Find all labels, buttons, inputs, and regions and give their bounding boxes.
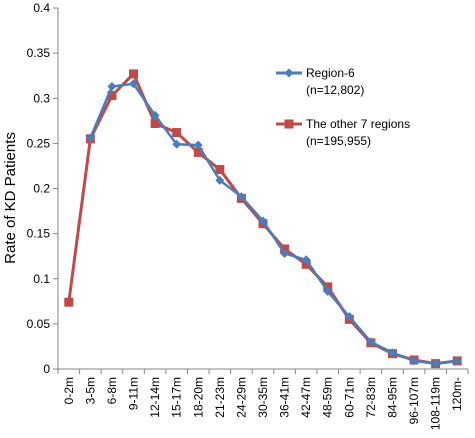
y-tick-label: 0.2 bbox=[33, 182, 50, 196]
y-tick-label: 0.3 bbox=[33, 91, 50, 105]
series-region-6 bbox=[85, 79, 462, 369]
y-axis-label: Rate of KD Patients bbox=[2, 132, 19, 264]
x-axis-ticks: 0-2m 3-5m 6-8m 9-11m 12-14m 15-17m 18-20m 21-23… bbox=[57, 369, 469, 430]
legend-label: Region-6 bbox=[306, 66, 355, 80]
x-tick-label: 18-20m bbox=[191, 377, 205, 418]
x-tick-label: 42-47m bbox=[299, 377, 313, 418]
data-point bbox=[129, 69, 139, 79]
y-tick-label: 0.1 bbox=[33, 272, 50, 286]
series-layer bbox=[64, 69, 462, 369]
legend-marker bbox=[284, 119, 294, 129]
x-tick-label: 36-41m bbox=[278, 377, 292, 418]
y-tick-label: 0 bbox=[43, 362, 50, 376]
data-point bbox=[150, 119, 160, 129]
data-point bbox=[301, 259, 311, 269]
x-tick-label: 3-5m bbox=[83, 377, 97, 404]
data-point bbox=[280, 248, 290, 258]
legend-sublabel: (n=12,802) bbox=[306, 83, 364, 97]
data-point bbox=[129, 79, 139, 89]
x-tick-label: 108-119m bbox=[429, 377, 443, 430]
x-tick-label: 72-83m bbox=[364, 377, 378, 418]
plot-area: 0 0.05 0.1 0.15 0.2 0.25 0.3 0.35 0.4 0-2m 3-5m 6-… bbox=[27, 1, 469, 430]
y-tick-label: 0.4 bbox=[33, 1, 50, 15]
data-point bbox=[172, 139, 182, 149]
x-tick-label: 60-71m bbox=[342, 377, 356, 418]
legend-item: The other 7 regions (n=195,955) bbox=[276, 117, 410, 148]
data-point bbox=[107, 91, 117, 101]
data-point bbox=[452, 356, 462, 366]
legend: Region-6 (n=12,802) The other 7 regions (n=… bbox=[276, 66, 410, 148]
data-point bbox=[366, 337, 376, 347]
data-point bbox=[323, 286, 333, 296]
data-point bbox=[172, 128, 182, 138]
data-point bbox=[301, 255, 311, 265]
x-tick-label: 84-95m bbox=[385, 377, 399, 418]
data-point bbox=[387, 348, 397, 358]
data-point bbox=[150, 110, 160, 120]
y-tick-label: 0.25 bbox=[27, 136, 51, 150]
legend-label: The other 7 regions bbox=[306, 117, 410, 131]
data-point bbox=[193, 140, 203, 150]
x-tick-label: 0-2m bbox=[62, 377, 76, 404]
y-axis-ticks: 0 0.05 0.1 0.15 0.2 0.25 0.3 0.35 0.4 bbox=[27, 1, 58, 376]
y-tick-label: 0.15 bbox=[27, 227, 51, 241]
x-tick-label: 15-17m bbox=[170, 377, 184, 418]
legend-sublabel: (n=195,955) bbox=[306, 134, 371, 148]
x-tick-label: 120m- bbox=[450, 377, 464, 411]
data-point bbox=[323, 282, 333, 292]
x-tick-label: 48-59m bbox=[321, 377, 335, 418]
data-point bbox=[64, 297, 74, 307]
legend-marker bbox=[284, 68, 294, 78]
x-tick-label: 9-11m bbox=[127, 377, 141, 410]
legend-item: Region-6 (n=12,802) bbox=[276, 66, 364, 97]
x-tick-label: 24-29m bbox=[234, 377, 248, 418]
x-tick-label: 12-14m bbox=[148, 377, 162, 418]
y-tick-label: 0.05 bbox=[27, 317, 51, 331]
data-point bbox=[409, 356, 419, 366]
x-tick-label: 6-8m bbox=[105, 377, 119, 404]
data-point bbox=[344, 312, 354, 322]
y-tick-label: 0.35 bbox=[27, 46, 51, 60]
data-point bbox=[236, 192, 246, 202]
data-point bbox=[431, 359, 441, 369]
x-tick-label: 96-107m bbox=[407, 377, 421, 424]
data-point bbox=[280, 244, 290, 254]
data-point bbox=[258, 216, 268, 226]
series-line bbox=[89, 82, 458, 365]
data-point bbox=[85, 133, 95, 143]
data-point bbox=[215, 175, 225, 185]
x-tick-label: 30-35m bbox=[256, 377, 270, 418]
data-point bbox=[107, 82, 117, 92]
data-point bbox=[215, 165, 225, 175]
x-tick-label: 21-23m bbox=[213, 377, 227, 418]
data-point bbox=[193, 147, 203, 157]
